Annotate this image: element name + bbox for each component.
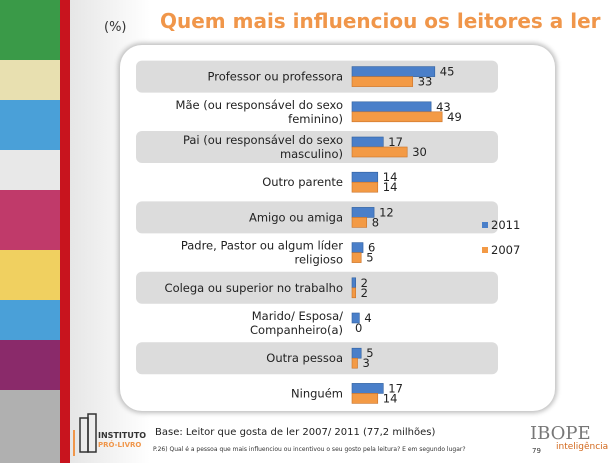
ibope-logo-sub: inteligência — [556, 442, 609, 452]
chart-panel: Professor ou professora 45 33 Mãe (ou respo… — [120, 45, 555, 411]
value-label-2007: 14 — [383, 391, 398, 405]
bar-2007 — [351, 252, 362, 263]
value-label-2011: 2 — [361, 276, 368, 290]
svg-text:INSTITUTO: INSTITUTO — [98, 431, 146, 440]
category-label: Padre, Pastor ou algum líder religioso — [181, 239, 343, 267]
row-band — [136, 201, 498, 234]
category-label: Outra pessoa — [266, 351, 343, 365]
bar-2007 — [351, 76, 414, 87]
value-label-2011: 17 — [388, 381, 403, 395]
page-number: 79 — [532, 447, 541, 455]
legend-label-2007: 2007 — [491, 243, 520, 257]
bar-2011 — [351, 277, 356, 289]
row-band — [136, 342, 498, 375]
value-label-2007: 14 — [383, 180, 398, 194]
bar-2007 — [351, 181, 379, 193]
category-label: Mãe (ou responsável do sexo feminino) — [176, 98, 343, 126]
bar-2007 — [351, 146, 408, 158]
value-label-2011: 4 — [364, 311, 371, 325]
value-label-2007: 3 — [363, 356, 370, 370]
ibope-logo: IBOPE — [530, 423, 591, 444]
page-title: Quem mais influenciou os leitores a ler — [160, 9, 601, 33]
value-label-2011: 43 — [436, 100, 451, 114]
value-label-2007: 33 — [418, 75, 433, 89]
value-label-2007: 0 — [355, 321, 362, 335]
bar-2007 — [351, 111, 443, 123]
category-label: Ninguém — [291, 386, 343, 400]
legend-label-2011: 2011 — [491, 218, 520, 232]
bar-2011 — [351, 101, 432, 113]
bar-2011 — [351, 242, 364, 253]
bar-2007 — [351, 393, 379, 404]
bar-2011 — [351, 136, 384, 148]
question-note: P.26) Qual é a pessoa que mais influenci… — [153, 446, 466, 453]
value-label-2011: 17 — [388, 135, 403, 149]
bar-2011 — [351, 312, 360, 324]
legend-swatch-2007 — [482, 247, 488, 253]
bar-2011 — [351, 383, 384, 394]
value-label-2011: 14 — [383, 170, 398, 184]
category-label: Professor ou professora — [208, 70, 343, 84]
instituto-pro-livro-logo: INSTITUTO PRÓ-LIVRO — [73, 413, 146, 456]
bar-2007 — [351, 287, 356, 299]
value-label-2007: 30 — [412, 145, 427, 159]
bar-2007 — [351, 357, 358, 369]
bar-2011 — [351, 171, 379, 183]
category-label: Pai (ou responsável do sexo masculino) — [183, 133, 343, 161]
category-label: Amigo ou amiga — [249, 210, 343, 224]
base-note: Base: Leitor que gosta de ler 2007/ 2011… — [155, 427, 436, 438]
legend-swatch-2011 — [482, 222, 488, 228]
bar-2007 — [351, 217, 368, 228]
value-label-2011: 5 — [366, 346, 373, 360]
svg-text:PRÓ-LIVRO: PRÓ-LIVRO — [98, 440, 141, 449]
value-label-2007: 8 — [372, 215, 379, 229]
category-label: Outro parente — [262, 175, 343, 189]
category-label: Colega ou superior no trabalho — [165, 281, 343, 295]
value-label-2011: 45 — [440, 65, 455, 79]
unit-label: (%) — [104, 20, 127, 35]
bar-2011 — [351, 347, 362, 359]
row-band — [136, 271, 498, 304]
category-label: Marido/ Esposa/Companheiro(a) — [250, 309, 343, 337]
value-label-2011: 6 — [368, 241, 375, 255]
value-label-2007: 5 — [366, 251, 373, 265]
value-label-2007: 49 — [447, 110, 462, 124]
value-label-2011: 12 — [379, 205, 394, 219]
books-decoration — [0, 0, 80, 463]
value-label-2007: 2 — [361, 286, 368, 300]
